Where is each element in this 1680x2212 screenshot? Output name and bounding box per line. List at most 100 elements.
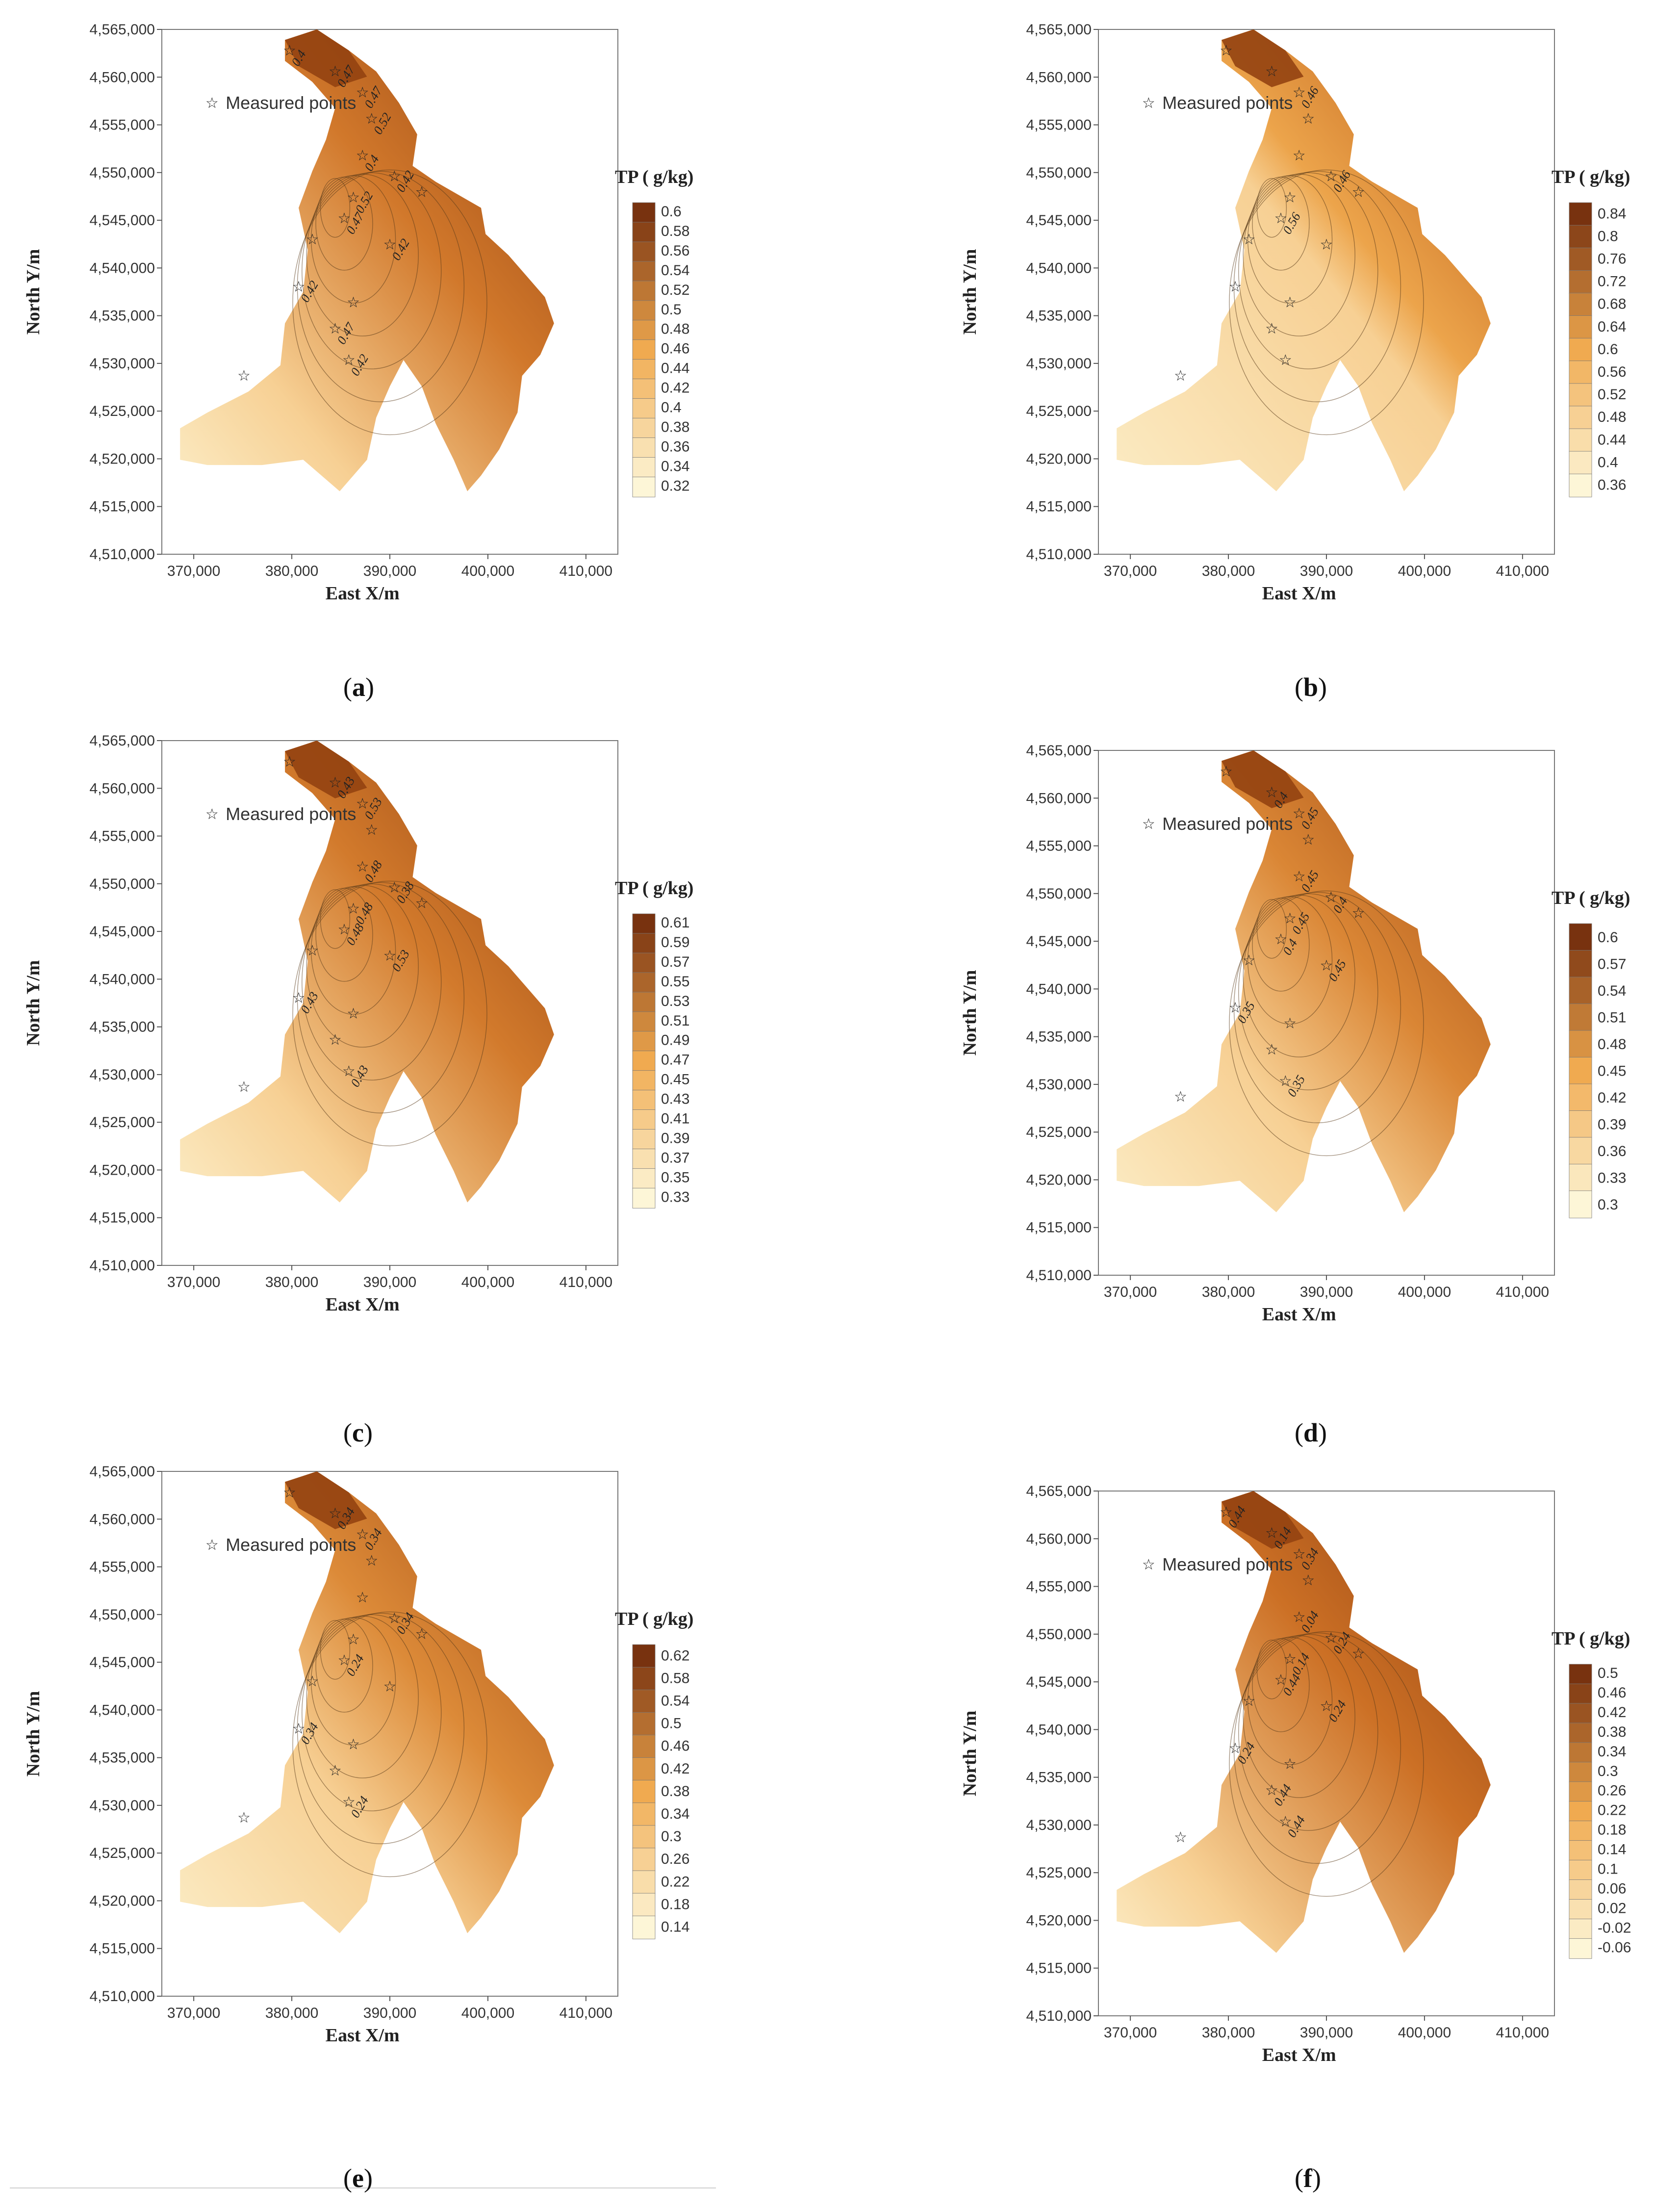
measured-point-icon: ☆ (329, 1506, 342, 1522)
y-tick-label: 4,560,000 (90, 780, 155, 797)
colorbar-step (632, 437, 656, 458)
tp-region (180, 1471, 554, 1933)
legend-star-icon: ☆ (205, 1537, 219, 1553)
tp-region (1117, 29, 1491, 491)
y-tick-label: 4,515,000 (1026, 1220, 1092, 1236)
contour-line (320, 889, 351, 949)
colorbar-tick-label: 0.57 (661, 954, 689, 970)
y-tick-label: 4,525,000 (1026, 1124, 1092, 1140)
x-tick-label: 410,000 (1496, 1284, 1549, 1300)
measured-point-icon: ☆ (292, 1721, 305, 1737)
measured-point-icon: ☆ (1283, 1015, 1297, 1031)
colorbar-step (632, 1051, 656, 1072)
colorbar-tick-label: 0.46 (661, 341, 689, 357)
caption-letter: c (352, 1418, 364, 1447)
y-tick-label: 4,540,000 (1026, 260, 1092, 276)
measured-point-icon: ☆ (347, 189, 360, 206)
measured-point-icon: ☆ (1320, 237, 1333, 253)
colorbar-step (1569, 1057, 1592, 1085)
colorbar-step (632, 359, 656, 380)
measured-point-icon: ☆ (347, 294, 360, 310)
caption-letter: e (352, 2163, 364, 2193)
y-tick-label: 4,545,000 (90, 212, 155, 229)
measured-point-icon: ☆ (342, 352, 356, 368)
y-tick-label: 4,545,000 (1026, 212, 1092, 229)
colorbar-step (632, 1031, 656, 1052)
measured-point-icon: ☆ (338, 922, 351, 938)
caption-panel-b: (b) (1295, 672, 1327, 702)
colorbar-tick-label: 0.52 (661, 282, 689, 298)
colorbar-step (632, 1802, 656, 1826)
colorbar-step (632, 281, 656, 302)
colorbar-tick-label: 0.38 (661, 1783, 689, 1800)
x-axis-label: East X/m (1262, 2045, 1336, 2065)
contour-line (1229, 1631, 1424, 1897)
x-tick-label: 400,000 (1398, 1284, 1451, 1300)
caption-letter: f (1303, 2163, 1312, 2193)
high-value-zone (285, 29, 367, 87)
colorbar-step (1569, 1030, 1592, 1058)
colorbar-tick-label: 0.14 (1598, 1842, 1626, 1858)
legend-star-icon: ☆ (205, 95, 219, 111)
colorbar-tick-label: 0.36 (661, 438, 689, 455)
x-tick-label: 390,000 (1300, 1284, 1353, 1300)
colorbar-tick-label: 0.58 (661, 223, 689, 239)
measured-point-icon: ☆ (1265, 1042, 1278, 1058)
caption-letter: d (1303, 1418, 1319, 1447)
measured-point-icon: ☆ (329, 775, 342, 791)
x-tick-label: 370,000 (167, 2005, 220, 2021)
measured-point-icon: ☆ (1283, 1756, 1297, 1772)
x-tick-label: 380,000 (1202, 1284, 1255, 1300)
colorbar-tick-label: 0.6 (1598, 929, 1618, 946)
legend-star-icon: ☆ (205, 806, 219, 823)
contour-line (1256, 1640, 1287, 1699)
colorbar-step (632, 379, 656, 399)
y-tick-label: 4,515,000 (90, 499, 155, 515)
y-tick-label: 4,560,000 (90, 69, 155, 85)
y-tick-label: 4,550,000 (1026, 165, 1092, 181)
measured-point-icon: ☆ (305, 231, 319, 248)
colorbar-step (1569, 315, 1592, 339)
colorbar-tick-label: 0.26 (1598, 1783, 1626, 1799)
measured-point-icon: ☆ (1229, 1000, 1242, 1016)
y-tick-label: 4,510,000 (90, 1988, 155, 2005)
colorbar-tick-label: 0.58 (661, 1670, 689, 1686)
measured-point-icon: ☆ (1220, 764, 1233, 780)
colorbar-step (632, 418, 656, 438)
measured-point-icon: ☆ (1274, 1672, 1288, 1688)
x-tick-label: 370,000 (167, 1274, 220, 1290)
y-tick-label: 4,520,000 (90, 1162, 155, 1178)
y-tick-label: 4,525,000 (1026, 403, 1092, 419)
measured-point-icon: ☆ (1352, 905, 1365, 922)
x-tick-label: 380,000 (1202, 563, 1255, 579)
colorbar-step (1569, 1723, 1592, 1744)
y-tick-label: 4,565,000 (90, 733, 155, 749)
caption-panel-c: (c) (343, 1418, 373, 1447)
measured-point-icon: ☆ (388, 1611, 401, 1627)
colorbar-tick-label: 0.53 (661, 993, 689, 1009)
measured-point-icon: ☆ (1242, 231, 1255, 248)
measured-point-icon: ☆ (1320, 958, 1333, 974)
measured-point-icon: ☆ (1242, 1693, 1255, 1709)
map-panel-f: 0.340.240.440.240.440.140.040.140.240.44… (960, 1483, 1631, 2065)
colorbar-step (1569, 1781, 1592, 1802)
high-value-zone (1222, 29, 1304, 87)
colorbar-tick-label: 0.3 (1598, 1763, 1618, 1779)
measured-point-icon: ☆ (338, 210, 351, 227)
measured-point-icon: ☆ (1220, 43, 1233, 59)
colorbar-step (632, 1109, 656, 1130)
colorbar-step (1569, 202, 1592, 226)
colorbar-step (632, 241, 656, 262)
colorbar-tick-label: 0.59 (661, 934, 689, 951)
colorbar-tick-label: 0.26 (661, 1851, 689, 1867)
colorbar-tick-label: 0.5 (1598, 1665, 1618, 1681)
measured-point-icon: ☆ (1320, 1698, 1333, 1715)
y-tick-label: 4,545,000 (90, 924, 155, 940)
high-value-zone (285, 741, 367, 798)
y-tick-label: 4,530,000 (90, 356, 155, 372)
y-tick-label: 4,565,000 (1026, 743, 1092, 759)
measured-point-icon: ☆ (1293, 805, 1306, 822)
contour-line (320, 1620, 351, 1680)
measured-point-icon: ☆ (347, 1736, 360, 1752)
measured-point-icon: ☆ (1174, 1829, 1187, 1846)
